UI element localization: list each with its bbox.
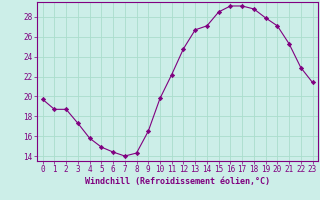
- X-axis label: Windchill (Refroidissement éolien,°C): Windchill (Refroidissement éolien,°C): [85, 177, 270, 186]
